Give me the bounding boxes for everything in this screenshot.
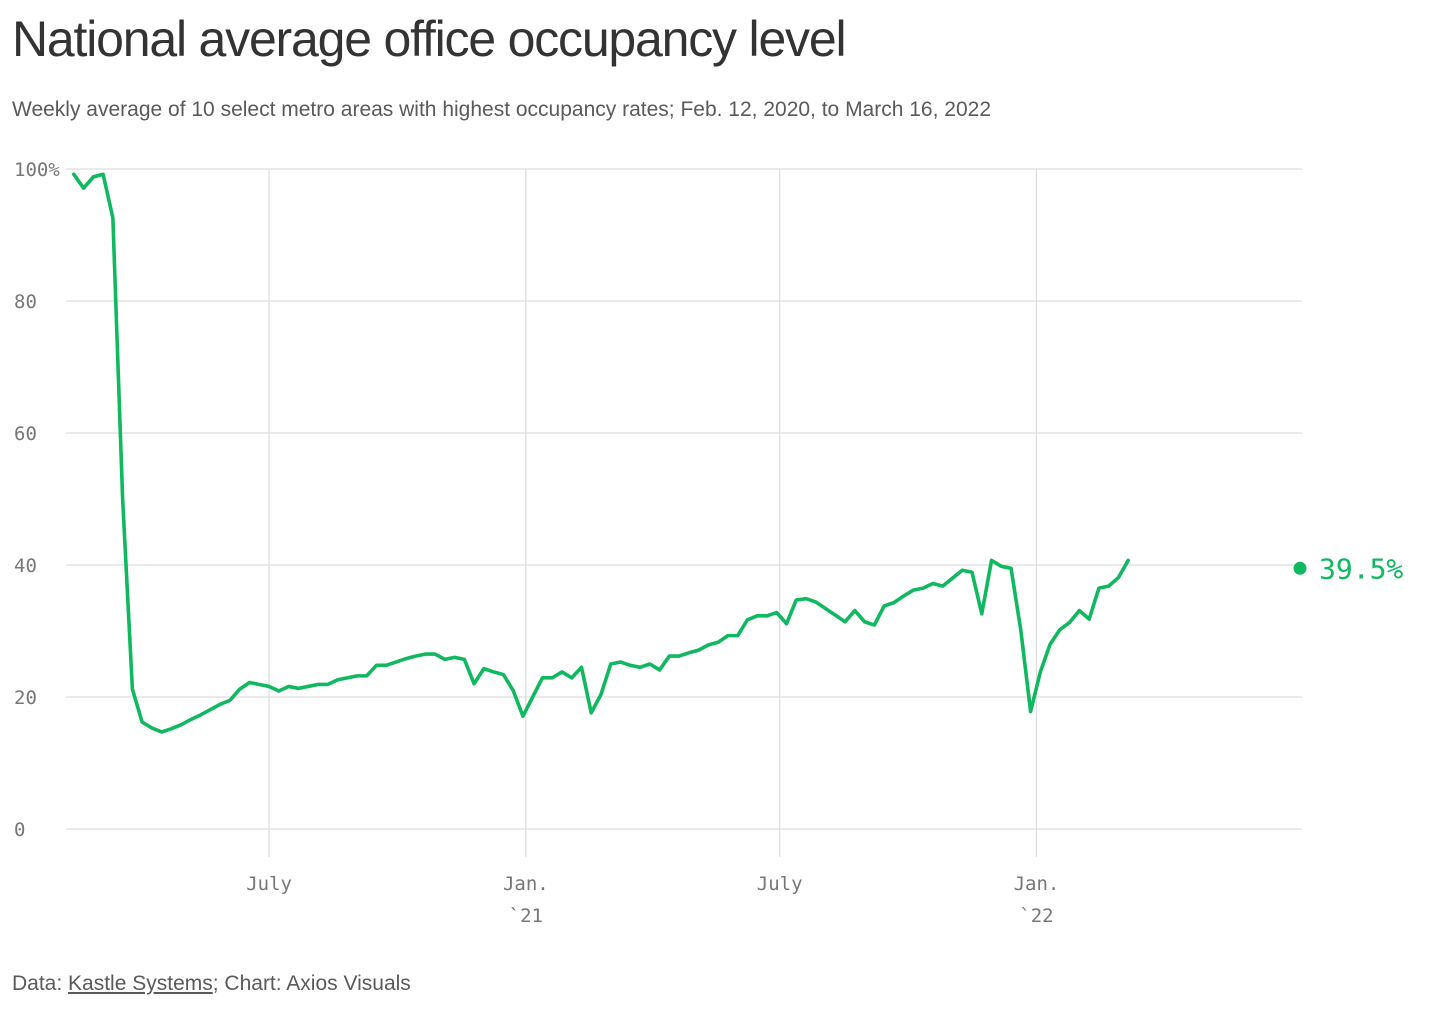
x-tick-year-label-1: `21: [509, 905, 543, 927]
series-layer: [72, 172, 1131, 734]
x-tick-label-1: Jan.: [503, 873, 549, 895]
end-point-marker: [1293, 561, 1307, 575]
x-tick-label-3: Jan.: [1014, 873, 1060, 895]
end-annotation: 39.5%: [1293, 552, 1403, 585]
y-tick-label-80: 80: [14, 291, 37, 313]
footer-prefix: Data:: [12, 972, 69, 995]
y-tick-label-100: 100%: [14, 159, 60, 181]
y-tick-label-40: 40: [14, 555, 37, 577]
x-tick-year-label-3: `22: [1019, 905, 1053, 927]
x-gridlines: [268, 169, 1038, 857]
y-tick-label-0: 0: [14, 819, 25, 841]
x-tick-label-2: July: [757, 873, 803, 895]
chart-title: National average office occupancy level: [12, 11, 847, 67]
source-link[interactable]: Kastle Systems: [68, 972, 213, 995]
chart-footer: Data: Kastle Systems; Chart: Axios Visua…: [12, 972, 411, 996]
y-axis-tick-labels: 100% 80 60 40 20 0: [14, 159, 60, 841]
footer-suffix: ; Chart: Axios Visuals: [212, 972, 411, 995]
y-gridlines: [66, 168, 1302, 830]
series-line-0: [72, 172, 1131, 734]
x-axis-tick-labels: July Jan. `21 July Jan. `22: [246, 873, 1059, 927]
x-tick-label-0: July: [246, 873, 292, 895]
y-tick-label-20: 20: [14, 687, 37, 709]
y-tick-label-60: 60: [14, 423, 37, 445]
end-value-label: 39.5%: [1319, 552, 1403, 585]
chart-subtitle: Weekly average of 10 select metro areas …: [12, 98, 991, 121]
